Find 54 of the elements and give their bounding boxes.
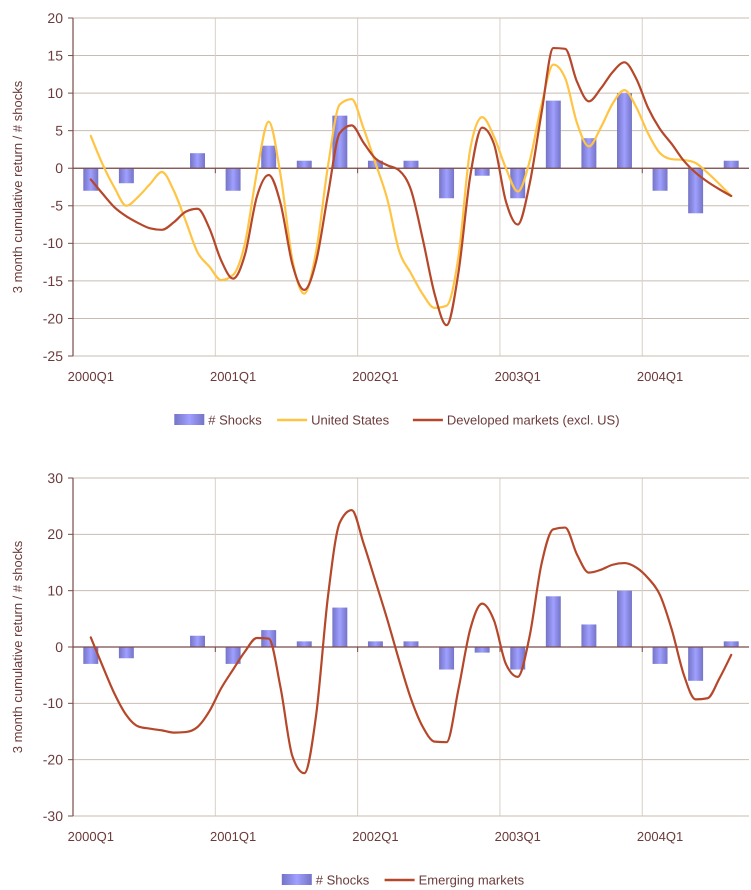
y-tick-label: -20 (42, 752, 64, 768)
x-tick-label: 2002Q1 (352, 829, 399, 844)
bar (652, 647, 668, 664)
legend-label: Developed markets (excl. US) (446, 412, 620, 428)
legend-label: # Shocks (316, 872, 370, 888)
x-tick-label: 2003Q1 (494, 829, 541, 844)
y-tick-label: 20 (47, 526, 64, 542)
x-tick-label: 2004Q1 (636, 829, 684, 844)
y-tick-label: -25 (42, 348, 64, 364)
bar (617, 93, 632, 168)
bar (190, 636, 205, 647)
x-tick-label: 2003Q1 (494, 369, 541, 384)
y-tick-label: -20 (42, 310, 64, 326)
bar (652, 168, 668, 191)
bar (546, 100, 561, 168)
bar (226, 647, 241, 664)
bar (332, 608, 348, 647)
y-tick-label: -10 (42, 235, 64, 252)
bar (118, 647, 134, 658)
bar (688, 647, 704, 681)
y-axis-title: 3 month cumulative return / # shocks (10, 540, 25, 754)
bar (617, 590, 632, 647)
bar (118, 168, 134, 184)
bar (439, 647, 454, 670)
y-axis-title: 3 month cumulative return / # shocks (10, 80, 25, 294)
legend-label: United States (311, 412, 390, 428)
y-tick-label: 30 (47, 470, 64, 486)
bar (581, 624, 596, 647)
y-tick-label: 0 (55, 160, 64, 176)
y-tick-label: 10 (47, 85, 64, 102)
y-tick-label: 20 (47, 10, 64, 26)
bar (688, 168, 704, 214)
y-tick-label: 10 (47, 582, 64, 599)
y-tick-label: -15 (42, 272, 64, 289)
bar (546, 596, 561, 647)
bar (226, 168, 241, 191)
legend-label: # Shocks (208, 412, 262, 428)
y-tick-label: -30 (42, 808, 64, 824)
x-tick-label: 2000Q1 (68, 369, 114, 384)
y-tick-label: 0 (55, 638, 64, 655)
bar (439, 168, 454, 198)
y-tick-label: -10 (42, 695, 64, 712)
legend-label: Emerging markets (418, 872, 525, 888)
bar (190, 153, 205, 168)
bar (261, 146, 276, 168)
y-tick-label: 5 (55, 122, 64, 139)
x-tick-label: 2004Q1 (636, 369, 684, 384)
y-tick-label: 15 (47, 47, 64, 64)
x-tick-label: 2001Q1 (210, 829, 256, 844)
x-tick-label: 2001Q1 (210, 369, 256, 384)
y-tick-label: -5 (50, 198, 64, 214)
x-tick-label: 2002Q1 (352, 369, 399, 384)
line-series (90, 509, 732, 774)
x-tick-label: 2000Q1 (68, 829, 114, 844)
